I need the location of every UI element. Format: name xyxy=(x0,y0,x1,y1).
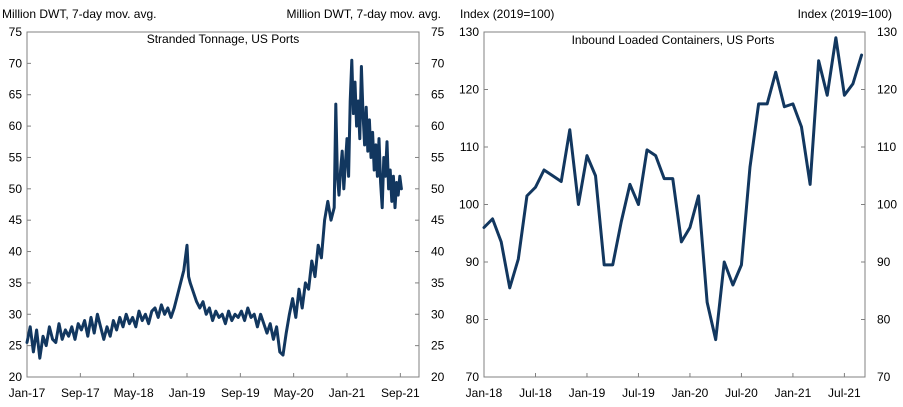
left-ytick-left-label: 70 xyxy=(9,56,23,70)
left-y-axis-left: 20 25 30 35 40 45 50 55 60 65 70 75 xyxy=(9,25,31,384)
left-ytick-left-label: 30 xyxy=(9,307,23,321)
left-xtick-label: Sep-17 xyxy=(61,386,100,400)
left-y-axis-right: 20 25 30 35 40 45 50 55 60 65 70 75 xyxy=(415,25,445,384)
left-ytick-right-label: 65 xyxy=(431,88,445,102)
left-ytick-right-label: 50 xyxy=(431,182,445,196)
right-xtick-label: Jul-18 xyxy=(519,386,552,400)
right-xtick-label: Jul-21 xyxy=(828,386,861,400)
right-xtick-label: Jan-20 xyxy=(672,386,709,400)
left-ytick-right-label: 25 xyxy=(431,339,445,353)
left-ytick-right-label: 45 xyxy=(431,213,445,227)
left-ytick-right-label: 20 xyxy=(431,370,445,384)
left-ylabel-left: Million DWT, 7-day mov. avg. xyxy=(2,7,156,21)
right-plot-frame xyxy=(483,31,866,378)
right-series-line-0 xyxy=(482,36,864,342)
left-ytick-left-label: 40 xyxy=(9,245,23,259)
right-ytick-right-label: 70 xyxy=(877,370,891,384)
left-ytick-left-label: 45 xyxy=(9,213,23,227)
right-xtick-label: Jan-18 xyxy=(466,386,503,400)
right-series-group xyxy=(482,36,864,342)
left-plot-frame xyxy=(26,31,420,378)
left-ytick-left-label: 25 xyxy=(9,339,23,353)
left-xtick-label: Sep-19 xyxy=(221,386,260,400)
panel-stranded-tonnage: Million DWT, 7-day mov. avg. Million DWT… xyxy=(2,7,445,400)
right-ytick-left-label: 100 xyxy=(459,198,479,212)
left-ytick-left-label: 20 xyxy=(9,370,23,384)
right-xtick-label: Jan-19 xyxy=(569,386,606,400)
right-xtick-label: Jan-21 xyxy=(775,386,812,400)
right-ytick-right-label: 80 xyxy=(877,313,891,327)
left-ytick-right-label: 70 xyxy=(431,56,445,70)
right-ytick-right-label: 110 xyxy=(877,140,896,154)
left-chart-title: Stranded Tonnage, US Ports xyxy=(147,32,300,46)
right-ytick-right-label: 100 xyxy=(877,198,897,212)
right-ytick-left-label: 120 xyxy=(459,83,479,97)
right-ytick-right-label: 130 xyxy=(877,25,897,39)
left-ytick-left-label: 55 xyxy=(9,150,23,164)
left-ytick-left-label: 65 xyxy=(9,88,23,102)
right-y-axis-left: 70 80 90 100 110 120 130 xyxy=(459,25,488,384)
left-ytick-right-label: 30 xyxy=(431,307,445,321)
left-x-axis: Jan-17 Sep-17 May-18 Jan-19 Sep-19 May-20 Jan-… xyxy=(9,373,420,400)
left-xtick-label: Jan-19 xyxy=(169,386,206,400)
left-ytick-left-label: 50 xyxy=(9,182,23,196)
right-ylabel-right: Index (2019=100) xyxy=(798,7,892,21)
right-xtick-label: Jul-20 xyxy=(725,386,758,400)
right-y-axis-right: 70 80 90 100 110 120 130 xyxy=(861,25,897,384)
left-xtick-label: Jan-17 xyxy=(9,386,46,400)
right-ytick-right-label: 90 xyxy=(877,255,891,269)
right-chart-title: Inbound Loaded Containers, US Ports xyxy=(572,33,775,47)
left-series-line-0 xyxy=(25,58,403,360)
right-ylabel-left: Index (2019=100) xyxy=(460,7,554,21)
left-ylabel-right: Million DWT, 7-day mov. avg. xyxy=(287,7,441,21)
right-ytick-left-label: 70 xyxy=(466,370,480,384)
left-xtick-label: Sep-21 xyxy=(381,386,420,400)
left-xtick-label: May-18 xyxy=(114,386,154,400)
left-ytick-right-label: 40 xyxy=(431,245,445,259)
right-ytick-left-label: 80 xyxy=(466,313,480,327)
left-ytick-right-label: 55 xyxy=(431,150,445,164)
panel-inbound-containers: Index (2019=100) Index (2019=100) Inboun… xyxy=(459,7,897,400)
left-ytick-right-label: 60 xyxy=(431,119,445,133)
right-x-axis: Jan-18 Jul-18 Jan-19 Jul-19 Jan-20 Jul-20 Jan-… xyxy=(466,373,861,400)
right-ytick-left-label: 90 xyxy=(466,255,480,269)
left-series-group xyxy=(25,58,403,360)
right-ytick-left-label: 130 xyxy=(459,25,479,39)
left-ytick-right-label: 75 xyxy=(431,25,445,39)
right-ytick-right-label: 120 xyxy=(877,83,897,97)
left-ytick-left-label: 60 xyxy=(9,119,23,133)
left-ytick-left-label: 75 xyxy=(9,25,23,39)
left-xtick-label: Jan-21 xyxy=(329,386,366,400)
right-xtick-label: Jul-19 xyxy=(622,386,655,400)
left-ytick-right-label: 35 xyxy=(431,276,445,290)
right-ytick-left-label: 110 xyxy=(460,140,479,154)
left-xtick-label: May-20 xyxy=(274,386,314,400)
left-ytick-left-label: 35 xyxy=(9,276,23,290)
